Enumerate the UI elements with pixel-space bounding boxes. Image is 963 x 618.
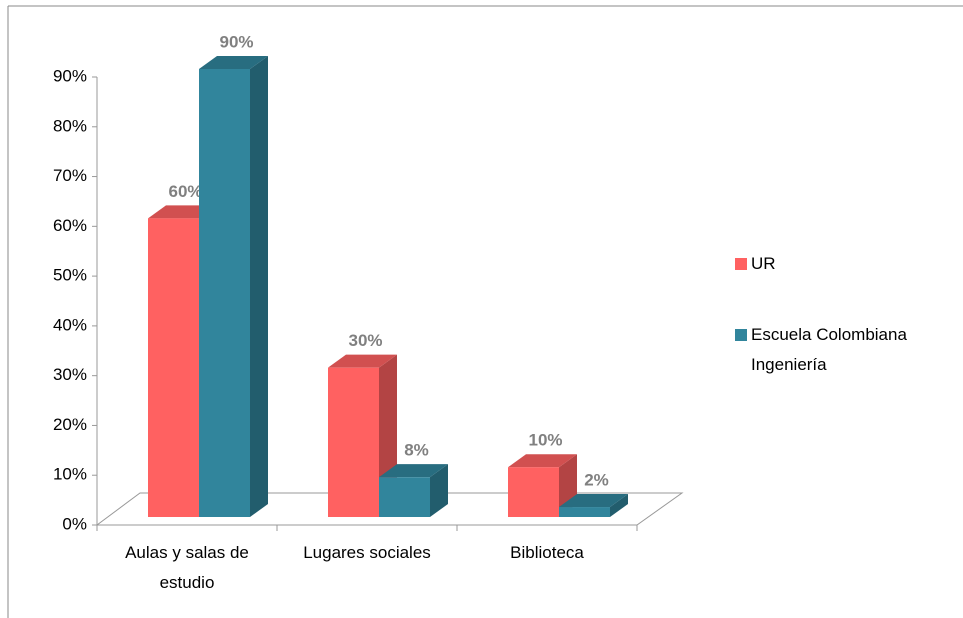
bar [379, 464, 448, 517]
y-tick-label: 40% [53, 315, 87, 334]
bar-front [148, 218, 199, 518]
value-label: 90% [219, 32, 253, 51]
x-tick-label: Biblioteca [510, 543, 584, 562]
value-label: 2% [584, 471, 609, 490]
y-tick-label: 20% [53, 415, 87, 434]
y-tick-label: 60% [53, 216, 87, 235]
legend-swatch [735, 258, 747, 270]
x-tick-label: Lugares sociales [303, 543, 431, 562]
bar-front [328, 367, 379, 517]
bar-front [559, 507, 610, 517]
value-label: 60% [168, 182, 202, 201]
y-tick-label: 10% [53, 465, 87, 484]
value-label: 10% [528, 431, 562, 450]
y-tick-label: 50% [53, 266, 87, 285]
y-tick-label: 30% [53, 365, 87, 384]
bar-top [559, 494, 628, 508]
y-tick-label: 0% [62, 514, 87, 533]
legend-label: UR [751, 254, 776, 273]
bar-top [508, 454, 577, 468]
bar-top [379, 464, 448, 478]
value-label: 8% [404, 441, 429, 460]
bar-top [199, 56, 268, 69]
legend-swatch [735, 329, 747, 341]
bar-side [610, 494, 628, 517]
bar-front [199, 69, 250, 517]
y-tick-label: 70% [53, 166, 87, 185]
y-tick-label: 80% [53, 116, 87, 135]
bar-front [508, 467, 559, 517]
bar-side [430, 464, 448, 517]
value-label: 30% [348, 331, 382, 350]
bar-front [379, 477, 430, 517]
legend-label: Escuela Colombiana Ingeniería [751, 325, 907, 374]
bar [559, 494, 628, 517]
y-tick-label: 90% [53, 66, 87, 85]
bar [199, 56, 268, 517]
bar-top [328, 354, 397, 368]
x-tick-label: Aulas y salas de estudio [125, 543, 249, 592]
bar-side [250, 56, 268, 517]
